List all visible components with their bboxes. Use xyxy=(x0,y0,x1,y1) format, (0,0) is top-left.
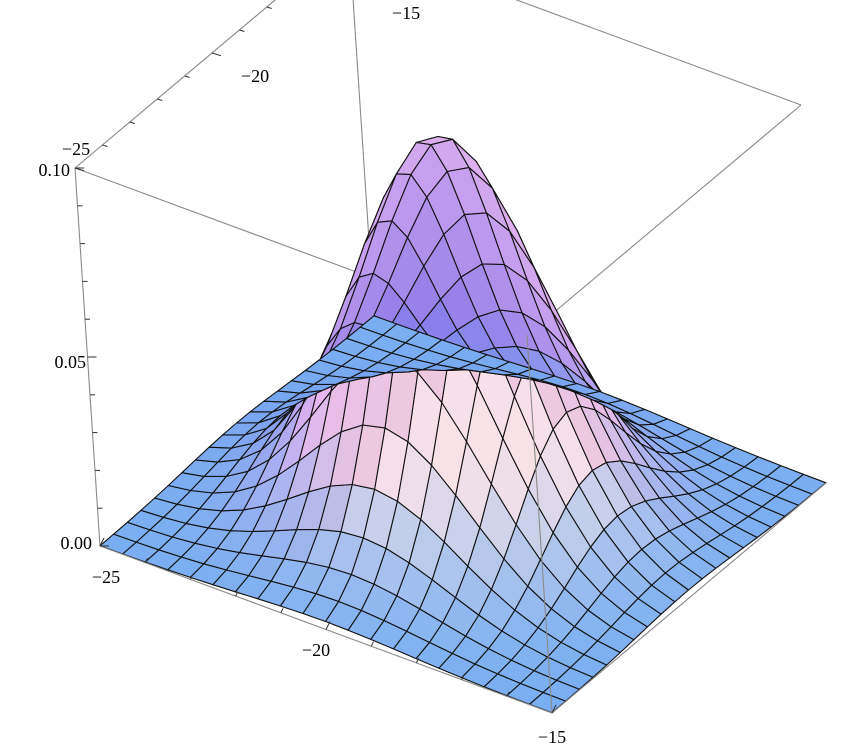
z-tick-label-2: 0.10 xyxy=(39,160,71,180)
surface-mesh xyxy=(99,135,827,714)
x-tick-mark xyxy=(506,691,510,697)
y-tick-label-1: −20 xyxy=(241,66,269,86)
surface-cell xyxy=(359,315,398,336)
box-edge-back-6 xyxy=(526,104,802,336)
y-tick-mark xyxy=(157,98,163,101)
x-tick-mark xyxy=(415,658,420,664)
x-tick-mark xyxy=(99,537,105,547)
box-edge-front-1 xyxy=(551,482,827,714)
x-tick-mark xyxy=(551,704,557,714)
x-tick-mark xyxy=(325,621,331,630)
y-tick-mark xyxy=(211,52,222,57)
x-tick-mark xyxy=(235,591,239,597)
x-tick-mark xyxy=(280,608,284,614)
z-tick-label-1: 0.05 xyxy=(55,352,87,372)
x-tick-mark xyxy=(189,574,194,580)
x-tick-mark xyxy=(144,557,148,563)
x-tick-mark xyxy=(461,674,465,680)
axis-ticks xyxy=(74,6,557,714)
box-edge-back-1 xyxy=(74,0,276,169)
box-edge-back-2 xyxy=(515,0,802,106)
x-tick-mark xyxy=(370,641,374,647)
z-tick-label-0: 0.00 xyxy=(61,533,93,553)
y-tick-mark xyxy=(184,75,190,78)
x-tick-label-0: −25 xyxy=(92,567,120,587)
box-edge-front-0 xyxy=(526,334,553,714)
x-tick-label-1: −20 xyxy=(302,640,330,660)
y-tick-mark xyxy=(266,6,272,9)
y-tick-label-0: −25 xyxy=(62,139,90,159)
x-tick-label-2: −15 xyxy=(538,727,566,747)
y-tick-mark xyxy=(239,29,245,32)
y-tick-mark xyxy=(129,121,135,124)
y-tick-mark xyxy=(102,144,108,147)
y-tick-label-2: −15 xyxy=(392,3,420,23)
